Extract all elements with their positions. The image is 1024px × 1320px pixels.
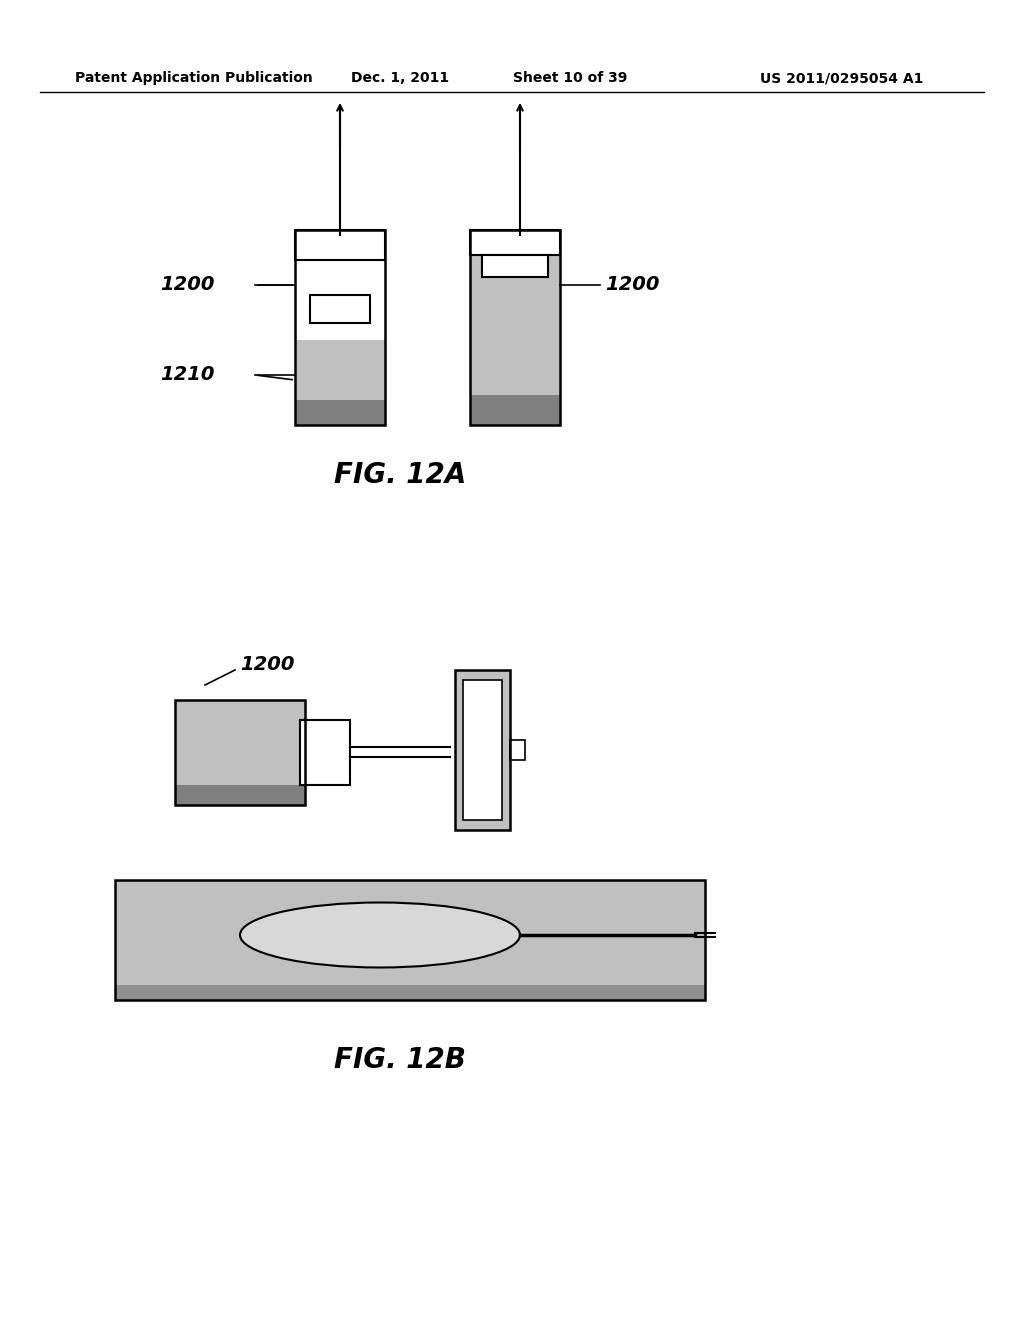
Bar [470,230,560,255]
Text: 1210: 1210 [161,366,215,384]
Bar [510,741,525,760]
Bar [455,671,510,830]
Text: FIG. 12A: FIG. 12A [334,461,466,488]
Bar [463,680,502,820]
Bar [303,260,377,319]
Text: Patent Application Publication: Patent Application Publication [75,71,312,84]
Bar [470,230,560,425]
Bar [310,294,370,323]
Bar [455,671,510,830]
Text: Sheet 10 of 39: Sheet 10 of 39 [513,71,627,84]
Bar [295,230,385,260]
Bar [470,395,560,425]
Bar [175,785,305,805]
Bar [300,719,350,785]
Bar [175,700,305,805]
Bar [482,255,548,277]
Text: Dec. 1, 2011: Dec. 1, 2011 [351,71,450,84]
Bar [295,341,385,425]
Bar [470,255,560,395]
Ellipse shape [240,903,520,968]
Text: 1200: 1200 [161,276,215,294]
Bar [295,230,385,425]
Bar [115,880,705,1001]
Bar [115,880,705,1001]
Text: 1200: 1200 [605,276,659,294]
Bar [115,985,705,1001]
Text: US 2011/0295054 A1: US 2011/0295054 A1 [760,71,924,84]
Text: 1200: 1200 [240,656,295,675]
Text: FIG. 12B: FIG. 12B [334,1045,466,1074]
Bar [295,400,385,425]
Bar [175,700,305,805]
